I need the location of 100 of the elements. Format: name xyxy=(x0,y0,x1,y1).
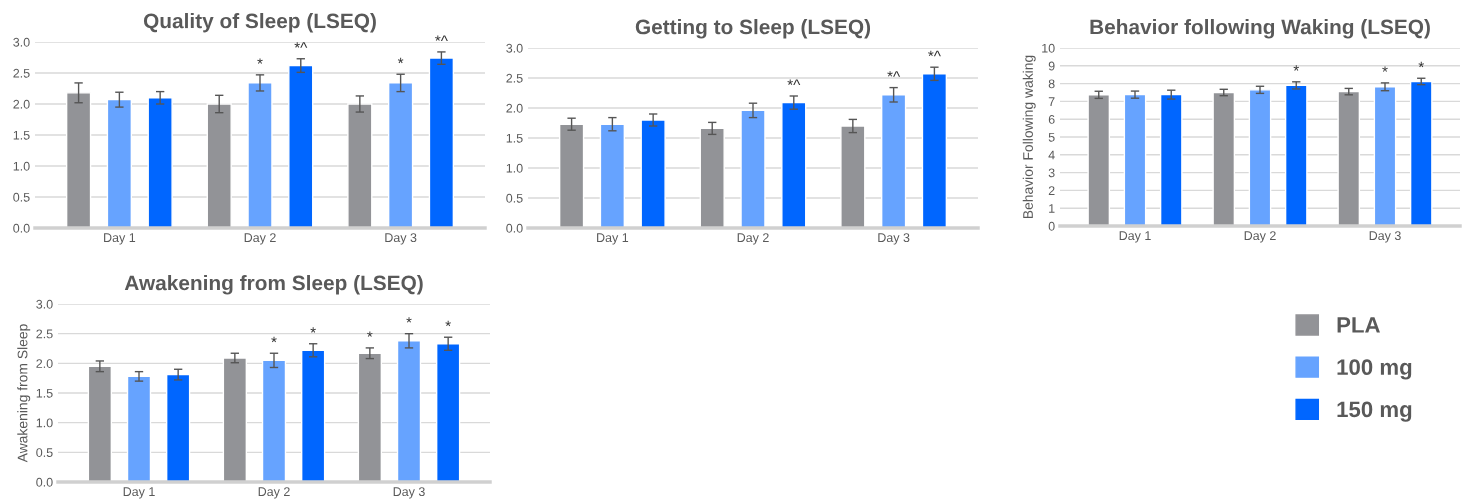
y-tick-label: 0.0 xyxy=(506,223,523,233)
x-tick-label: Day 1 xyxy=(1119,231,1151,243)
bar xyxy=(357,352,383,482)
legend-label: 100 mg xyxy=(1337,359,1412,380)
bar xyxy=(1087,94,1111,226)
y-tick-label: 3.0 xyxy=(506,43,523,53)
x-tick-label: Day 2 xyxy=(258,487,290,499)
y-tick-label: 0.5 xyxy=(36,448,53,457)
data-label: *^ xyxy=(294,42,308,48)
x-tick-label: Day 3 xyxy=(1369,231,1401,243)
y-tick-label: 1.0 xyxy=(13,161,30,171)
bar xyxy=(1248,89,1272,226)
bar xyxy=(781,101,807,228)
x-tick-label: Day 3 xyxy=(385,233,417,245)
chart-title: Behavior following Waking (LSEQ) xyxy=(1090,19,1430,39)
bar xyxy=(921,73,948,228)
bar xyxy=(840,125,866,228)
data-label: * xyxy=(257,58,263,64)
y-tick-label: 9 xyxy=(1048,61,1055,71)
y-tick-label: 2.0 xyxy=(506,103,523,113)
data-label: * xyxy=(397,57,404,64)
chart-title: Quality of Sleep (LSEQ) xyxy=(143,13,376,33)
y-tick-label: 1.5 xyxy=(13,130,30,140)
bar xyxy=(1212,91,1236,226)
y-tick-label: 2.0 xyxy=(13,99,30,109)
y-tick-label: 8 xyxy=(1048,79,1055,89)
bar xyxy=(126,375,152,482)
y-tick-label: 2 xyxy=(1048,186,1055,195)
data-label: * xyxy=(1293,65,1299,71)
data-label: * xyxy=(271,336,277,343)
bar xyxy=(1159,93,1183,226)
bar xyxy=(206,103,232,228)
chart-title: Getting to Sleep (LSEQ) xyxy=(635,19,871,39)
bar xyxy=(147,97,173,228)
bar xyxy=(65,92,92,228)
bar xyxy=(300,349,326,482)
x-tick-label: Day 1 xyxy=(104,233,136,245)
x-tick-label: Day 1 xyxy=(597,233,629,245)
bar xyxy=(880,94,907,228)
y-tick-label: 0.5 xyxy=(506,193,523,203)
data-label: * xyxy=(406,317,412,323)
chart-title: Awakening from Sleep (LSEQ) xyxy=(124,275,423,295)
bar xyxy=(428,57,455,228)
data-label: *^ xyxy=(887,71,901,77)
x-tick-label: Day 3 xyxy=(878,233,910,245)
bar xyxy=(247,82,273,228)
data-label: * xyxy=(1418,61,1424,68)
bar xyxy=(387,82,414,228)
bar xyxy=(1373,86,1397,226)
y-tick-label: 1 xyxy=(1049,204,1055,213)
y-tick-label: 2.5 xyxy=(13,68,30,78)
bar xyxy=(288,64,314,228)
y-tick-label: 3.0 xyxy=(36,299,53,309)
bar xyxy=(740,109,766,228)
legend-label: PLA xyxy=(1337,317,1380,333)
y-axis-title: Awakening from Sleep xyxy=(17,324,31,463)
bar xyxy=(640,119,666,228)
y-tick-label: 0.0 xyxy=(13,223,30,233)
y-tick-label: 1.0 xyxy=(36,418,53,428)
y-tick-label: 0.5 xyxy=(13,192,30,202)
y-tick-label: 10 xyxy=(1042,43,1055,53)
y-tick-label: 1.5 xyxy=(506,133,523,143)
bar xyxy=(435,343,461,482)
x-tick-label: Day 2 xyxy=(244,233,276,245)
x-tick-label: Day 1 xyxy=(123,487,155,499)
bar xyxy=(396,340,422,482)
y-axis-title: Behavior Following waking xyxy=(1022,55,1036,219)
y-tick-label: 2.5 xyxy=(506,73,523,83)
bar xyxy=(87,365,113,482)
x-tick-label: Day 2 xyxy=(737,233,769,245)
y-tick-label: 4 xyxy=(1048,150,1055,160)
y-tick-label: 7 xyxy=(1048,97,1055,106)
x-tick-label: Day 2 xyxy=(1244,231,1276,243)
bar xyxy=(261,359,287,482)
y-tick-label: 5 xyxy=(1048,132,1055,142)
bar xyxy=(1123,93,1147,226)
data-label: * xyxy=(310,327,316,333)
y-tick-label: 3 xyxy=(1048,168,1055,178)
data-label: * xyxy=(1382,66,1388,72)
legend-label: 150 mg xyxy=(1337,401,1412,422)
bar xyxy=(347,103,373,228)
y-tick-label: 0 xyxy=(1048,221,1055,231)
bar xyxy=(699,127,725,228)
bar xyxy=(1284,84,1308,226)
y-tick-label: 0.0 xyxy=(36,477,53,487)
y-tick-label: 2.5 xyxy=(36,329,53,339)
data-label: *^ xyxy=(787,79,801,86)
y-tick-label: 6 xyxy=(1048,115,1055,124)
data-label: *^ xyxy=(435,35,448,41)
data-label: * xyxy=(445,320,451,327)
bar xyxy=(558,123,585,228)
x-tick-label: Day 3 xyxy=(393,487,425,499)
y-tick-label: 1.5 xyxy=(36,388,53,398)
bar xyxy=(165,373,191,482)
bar xyxy=(222,357,248,482)
data-label: *^ xyxy=(928,50,941,57)
bar xyxy=(599,123,626,228)
y-tick-label: 1.0 xyxy=(506,163,523,173)
y-tick-label: 2.0 xyxy=(36,359,53,368)
data-label: * xyxy=(367,331,373,337)
